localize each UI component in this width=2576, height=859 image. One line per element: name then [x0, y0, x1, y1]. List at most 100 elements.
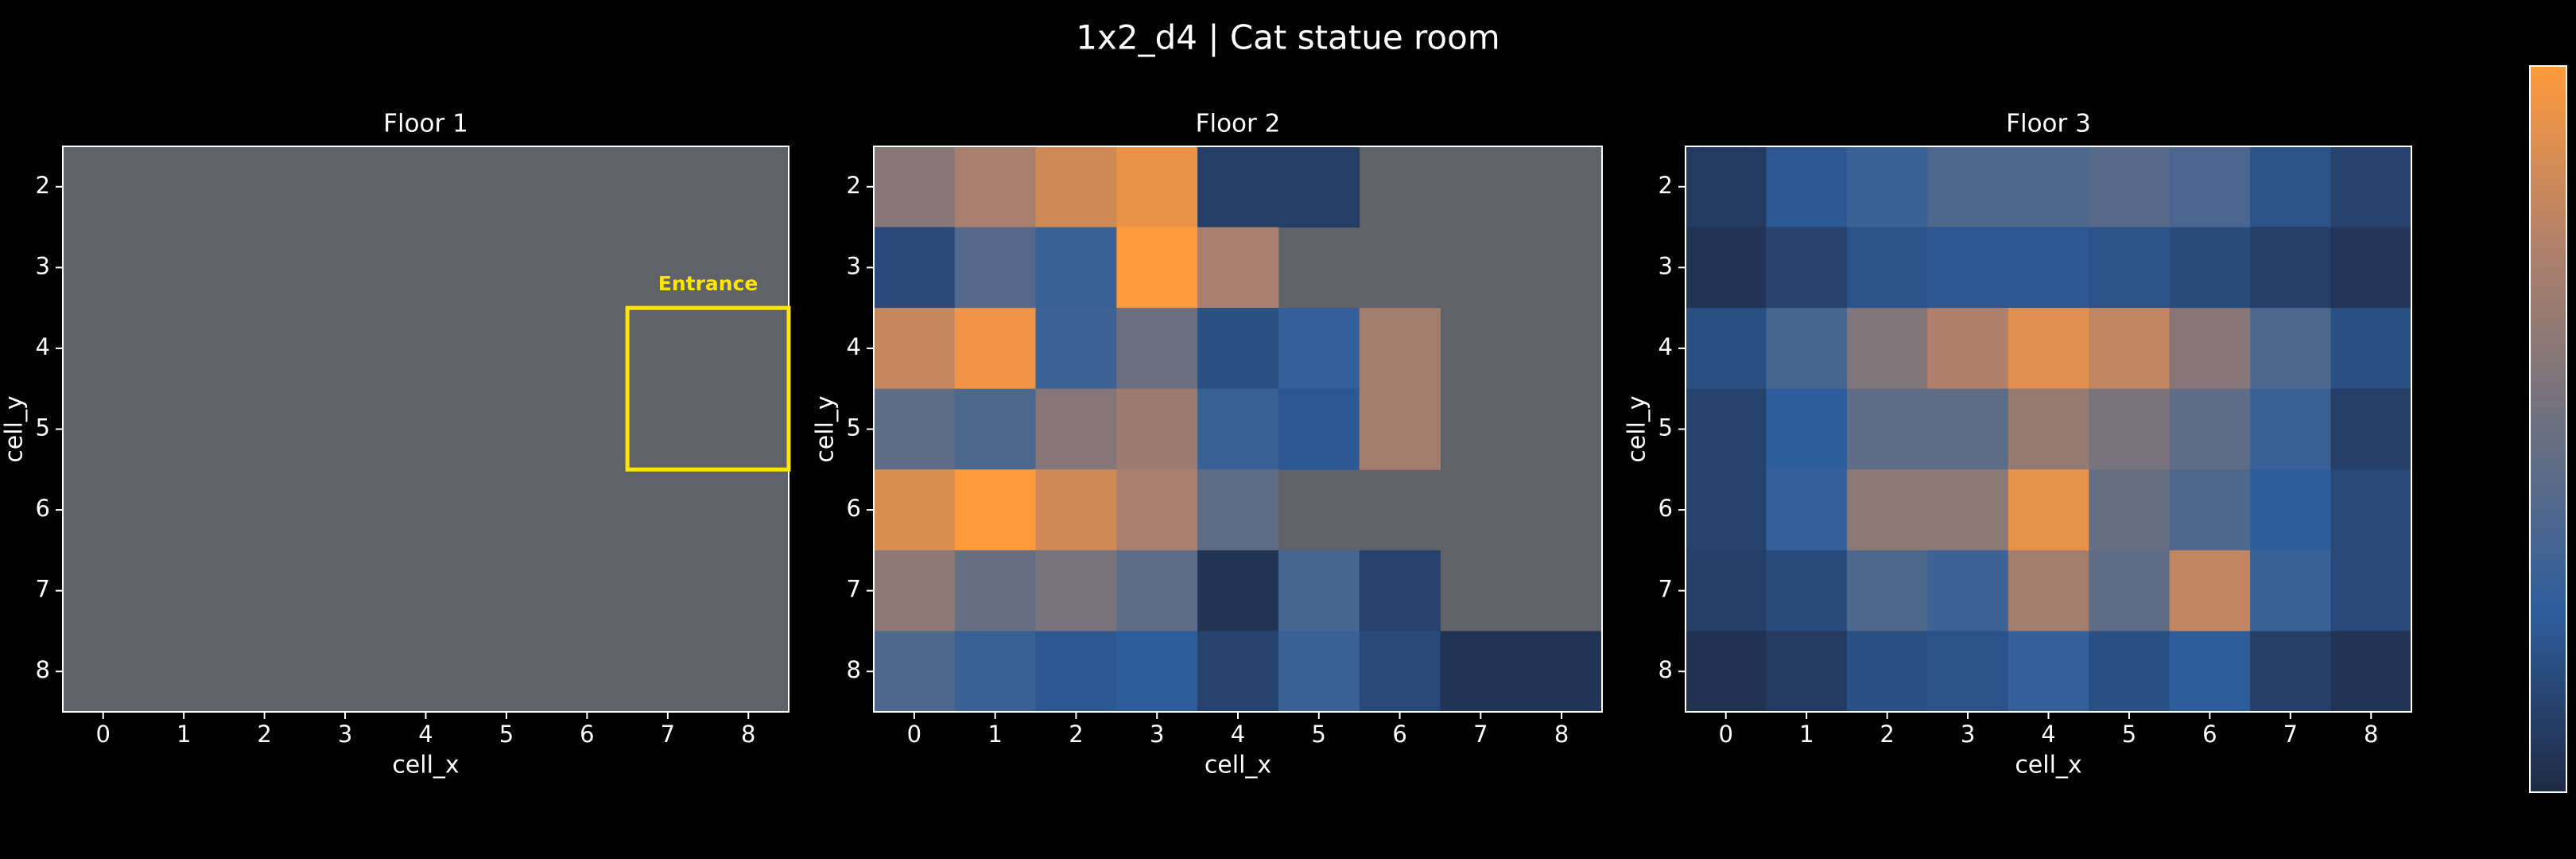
heatmap-cell: [1766, 146, 1848, 228]
heatmap-cell: [1846, 388, 1928, 470]
x-tick-label: 1: [987, 721, 1002, 748]
heatmap-cell: [2169, 631, 2251, 713]
heatmap-cell: [1846, 631, 1928, 713]
y-axis-label: cell_y: [812, 395, 840, 462]
y-tick-label: 3: [847, 252, 861, 279]
heatmap-cell: [1116, 631, 1198, 713]
x-axis-label: cell_x: [392, 752, 459, 779]
heatmap-cell: [1846, 550, 1928, 632]
annotation-label: Entrance: [658, 272, 758, 295]
x-tick-label: 2: [257, 721, 271, 748]
heatmap-cell: [1035, 550, 1117, 632]
heatmap-cell: [1846, 227, 1928, 309]
y-tick-label: 3: [36, 252, 50, 279]
heatmap-cell: [1278, 146, 1360, 228]
heatmap-cell: [954, 146, 1037, 228]
y-tick-label: 7: [847, 576, 861, 603]
x-tick-label: 3: [1150, 721, 1164, 748]
heatmap-cell: [954, 308, 1037, 390]
y-tick-label: 5: [36, 414, 50, 441]
heatmap-cell: [1927, 469, 2009, 551]
panel-title: Floor 2: [1196, 110, 1281, 138]
heatmap-cell: [2330, 550, 2412, 632]
x-tick-label: 7: [2283, 721, 2298, 748]
x-tick-label: 5: [2122, 721, 2136, 748]
heatmap-cell: [874, 146, 956, 228]
x-tick-label: 5: [499, 721, 514, 748]
heatmap-cell: [2250, 550, 2332, 632]
heatmap-cell: [1035, 227, 1117, 309]
x-tick-label: 4: [2041, 721, 2055, 748]
heatmap-cell: [1927, 146, 2009, 228]
heatmap-cell: [2089, 227, 2171, 309]
heatmap-cell: [1766, 550, 1848, 632]
heatmap-cell: [1766, 227, 1848, 309]
heatmap-cell: [2250, 631, 2332, 713]
heatmap-cell: [2089, 550, 2171, 632]
heatmap-cell: [2250, 227, 2332, 309]
x-tick-label: 3: [1961, 721, 1975, 748]
heatmap-cell: [1197, 227, 1279, 309]
heatmap-cell: [874, 227, 956, 309]
heatmap-cell: [1521, 631, 1603, 713]
heatmap-cell: [874, 308, 956, 390]
heatmap-cell: [1197, 550, 1279, 632]
heatmap-cell: [2169, 146, 2251, 228]
heatmap-cell: [2169, 308, 2251, 390]
y-tick-label: 4: [1658, 333, 1673, 360]
x-tick-label: 6: [1392, 721, 1406, 748]
heatmap-cell: [2008, 631, 2089, 713]
heatmap-cell: [1846, 308, 1928, 390]
heatmap-cell: [954, 631, 1037, 713]
y-tick-label: 3: [1658, 252, 1673, 279]
heatmap-cell: [2008, 308, 2089, 390]
heatmap-cell: [1278, 308, 1360, 390]
heatmap-cell: [1035, 146, 1117, 228]
heatmap-cell: [1686, 146, 1767, 228]
colorbar: [2529, 65, 2567, 793]
heatmap-cell: [1440, 631, 1522, 713]
heatmap-cell: [1197, 469, 1279, 551]
heatmap-cell: [2008, 550, 2089, 632]
heatmap-cell: [874, 631, 956, 713]
x-tick-label: 5: [1312, 721, 1326, 748]
y-axis-label: cell_y: [1624, 395, 1651, 462]
y-tick-label: 4: [847, 333, 861, 360]
heatmap-cell: [1116, 227, 1198, 309]
heatmap-cell: [2089, 308, 2171, 390]
heatmap-cell: [2330, 388, 2412, 470]
y-tick-label: 5: [847, 414, 861, 441]
y-tick-label: 2: [847, 172, 861, 199]
heatmap-cell: [1359, 388, 1441, 470]
heatmap-cell: [1686, 308, 1767, 390]
axes-background: [63, 146, 789, 712]
heatmap-cell: [2330, 146, 2412, 228]
heatmap-cell: [1766, 388, 1848, 470]
heatmap-cell: [954, 227, 1037, 309]
y-tick-label: 7: [36, 576, 50, 603]
x-tick-label: 4: [418, 721, 433, 748]
heatmap-cell: [1116, 388, 1198, 470]
x-tick-label: 8: [741, 721, 755, 748]
heatmap-cell: [1846, 146, 1928, 228]
figure-title: 1x2_d4 | Cat statue room: [1076, 18, 1499, 57]
heatmap-cell: [2089, 146, 2171, 228]
y-tick-label: 7: [1658, 576, 1673, 603]
heatmap-cell: [2089, 631, 2171, 713]
heatmap-cell: [1766, 631, 1848, 713]
heatmap-cell: [2330, 227, 2412, 309]
heatmap-cell: [2089, 388, 2171, 470]
heatmap-cell: [2169, 227, 2251, 309]
x-tick-label: 6: [2202, 721, 2217, 748]
heatmap-cell: [2008, 469, 2089, 551]
heatmap-cell: [2089, 469, 2171, 551]
heatmap-cell: [1927, 388, 2009, 470]
heatmap-cell: [1766, 308, 1848, 390]
heatmap-cell: [1116, 146, 1198, 228]
heatmap-cell: [1927, 550, 2009, 632]
heatmap-cell: [1116, 308, 1198, 390]
heatmap-cell: [1278, 388, 1360, 470]
heatmap-cell: [2250, 469, 2332, 551]
y-axis-label: cell_y: [1, 395, 29, 462]
